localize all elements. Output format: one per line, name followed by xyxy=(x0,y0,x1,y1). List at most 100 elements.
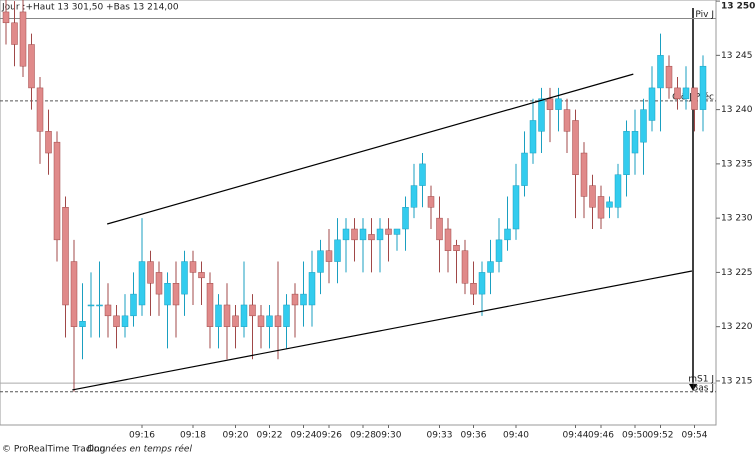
candle-body xyxy=(368,234,375,241)
y-tick-label: 13 240 xyxy=(721,105,753,115)
candle-body xyxy=(121,315,129,327)
x-tick-label: 09:28 xyxy=(350,431,376,441)
candle-body xyxy=(79,320,86,327)
candle-body xyxy=(300,293,307,306)
candle-body xyxy=(538,98,545,132)
x-tick-label: 09:36 xyxy=(461,431,487,441)
x-tick-label: 09:54 xyxy=(682,431,708,441)
header: Jour :+Haut 13 301,50 +Bas 13 214,00 xyxy=(1,3,179,13)
candle-body xyxy=(45,131,52,154)
candle-body xyxy=(334,239,341,262)
candle-body xyxy=(249,304,256,317)
y-tick-label: 13 235 xyxy=(721,159,753,169)
candle-body xyxy=(461,250,469,284)
trendline xyxy=(106,73,634,225)
candle-body xyxy=(572,120,579,175)
y-tick-label: 13 215 xyxy=(721,376,753,386)
candle-body xyxy=(359,228,367,241)
y-tick-label: 13 225 xyxy=(721,268,753,278)
candle-body xyxy=(402,207,409,230)
candle-body xyxy=(487,261,494,273)
candle-body xyxy=(470,283,477,295)
candle-body xyxy=(597,196,605,219)
footer-note: Données en temps réel xyxy=(87,444,192,455)
footer: © ProRealTime Trading xyxy=(2,445,105,455)
candle-body xyxy=(215,304,222,327)
candle-body xyxy=(419,163,426,186)
candle-body xyxy=(189,261,197,273)
candle-body xyxy=(308,272,316,306)
x-tick-label: 09:22 xyxy=(257,431,283,441)
candle-body xyxy=(266,315,273,327)
candle-body xyxy=(104,304,112,317)
y-tick-label: 13 245 xyxy=(721,51,753,61)
candle-body xyxy=(206,283,214,327)
plot-frame xyxy=(0,0,717,426)
x-tick-label: 09:30 xyxy=(376,431,402,441)
candle-body xyxy=(130,293,137,317)
candle-body xyxy=(28,44,35,89)
candle-body xyxy=(257,315,265,327)
x-tick-label: 09:52 xyxy=(648,431,674,441)
candle-body xyxy=(546,98,554,110)
candle-body xyxy=(657,55,664,89)
candle-body xyxy=(640,109,647,143)
candle-body xyxy=(164,283,171,306)
candle-body xyxy=(147,261,154,284)
x-tick-label: 09:44 xyxy=(563,431,589,441)
candle-body xyxy=(623,131,630,175)
x-tick-label: 09:16 xyxy=(129,431,155,441)
candle-body xyxy=(113,315,120,327)
candle-body xyxy=(521,152,528,186)
candle-body xyxy=(325,250,333,262)
y-tick-label: 13 250 xyxy=(721,2,755,12)
candle-body xyxy=(2,11,10,24)
candle-body xyxy=(410,185,418,208)
arrow-head xyxy=(689,384,697,391)
candle-body xyxy=(427,196,435,208)
candle-body xyxy=(444,228,452,251)
x-tick-label: 09:50 xyxy=(622,431,648,441)
candle-body xyxy=(62,207,69,306)
candle-body xyxy=(232,315,239,327)
candle-body xyxy=(436,217,443,241)
candle-body xyxy=(376,228,384,241)
candle-body xyxy=(11,22,18,45)
candle-body xyxy=(606,201,613,208)
x-tick-label: 09:24 xyxy=(291,431,317,441)
candle-body xyxy=(181,261,188,295)
candle-body xyxy=(53,141,61,241)
x-tick-label: 09:46 xyxy=(588,431,614,441)
candle-body xyxy=(512,185,520,230)
y-tick-label: 13 220 xyxy=(721,322,753,332)
candle-body xyxy=(504,228,511,241)
candle-body xyxy=(674,87,681,100)
candle-body xyxy=(223,304,231,327)
candle-body xyxy=(682,87,690,100)
candle-body xyxy=(291,293,299,306)
candle-body xyxy=(351,228,358,241)
candle-body xyxy=(495,239,503,262)
candle-body xyxy=(580,152,588,197)
candle-body xyxy=(155,272,163,295)
candle-body xyxy=(589,185,596,208)
level-label: Bas J xyxy=(692,383,714,393)
candle-body xyxy=(555,98,562,110)
candle-body xyxy=(478,272,486,295)
y-tick-label: 13 230 xyxy=(721,214,753,224)
candle-body xyxy=(317,250,324,273)
candle-body xyxy=(393,228,401,235)
trendline xyxy=(72,270,693,391)
candle-body xyxy=(172,283,180,306)
candle-body xyxy=(385,228,392,235)
x-tick-label: 09:33 xyxy=(427,431,453,441)
candle-body xyxy=(563,109,571,132)
candle-body xyxy=(138,261,146,306)
x-tick-label: 09:26 xyxy=(316,431,342,441)
x-tick-label: 09:20 xyxy=(223,431,249,441)
candle-body xyxy=(240,304,248,327)
candle-body xyxy=(96,304,103,307)
candle-body xyxy=(614,174,622,208)
candle-body xyxy=(342,228,350,241)
